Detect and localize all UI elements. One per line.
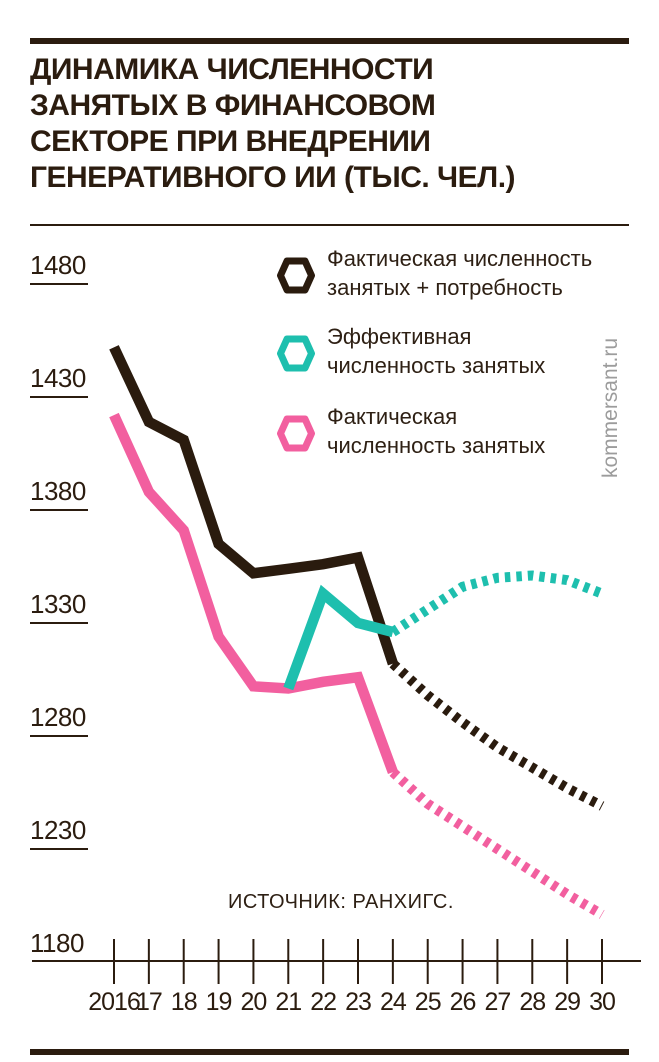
title-line-1: ДИНАМИКА ЧИСЛЕННОСТИ	[30, 53, 434, 86]
legend-item-actual: Фактическая численность занятых	[277, 402, 545, 460]
kommersant-watermark: kommersant.ru	[599, 337, 622, 479]
legend-item-actual-plus-need: Фактическая численность занятых + потреб…	[277, 244, 592, 302]
x-axis-label: 2016	[88, 988, 141, 1016]
y-axis-label: 1330	[30, 589, 86, 619]
title-line-2: ЗАНЯТЫХ В ФИНАНСОВОМ	[30, 89, 436, 122]
x-axis-label: 26	[449, 988, 477, 1016]
legend-label-line: Фактическая	[327, 404, 458, 429]
title-line-4: ГЕНЕРАТИВНОГО ИИ (ТЫС. ЧЕЛ.)	[30, 161, 516, 194]
page-title: ДИНАМИКА ЧИСЛЕННОСТИ ЗАНЯТЫХ В ФИНАНСОВО…	[30, 52, 630, 196]
top-rule	[30, 38, 629, 44]
y-axis-label: 1430	[30, 363, 86, 393]
source-credit: ИСТОЧНИК: РАНХИГС.	[228, 891, 454, 913]
x-axis-label: 27	[484, 988, 512, 1016]
x-axis-label: 23	[345, 988, 372, 1016]
series-forecast-dashed-line	[389, 659, 605, 811]
title-divider	[30, 224, 629, 226]
x-axis-label: 30	[589, 988, 616, 1016]
y-axis-label: 1280	[30, 702, 86, 732]
y-axis-label: 1230	[30, 815, 86, 845]
series-forecast-dashed-line	[390, 570, 604, 637]
x-axis-label: 18	[170, 988, 198, 1016]
x-axis-label: 22	[310, 988, 337, 1016]
series-solid-line	[109, 412, 398, 775]
legend-label: Фактическая численность занятых + потреб…	[327, 244, 592, 302]
series-forecast-dashed-line	[389, 768, 605, 919]
series-solid-line	[109, 345, 398, 666]
y-axis-tick-rule	[30, 848, 88, 850]
hexagon-marker-dark-icon	[277, 257, 315, 294]
x-axis-label: 19	[205, 988, 233, 1016]
series-solid-line	[283, 584, 395, 691]
x-axis-label: 25	[414, 988, 442, 1016]
legend-label-line: занятых + потребность	[327, 275, 563, 300]
x-axis-label: 21	[275, 988, 302, 1016]
title-line-3: СЕКТОРЕ ПРИ ВНЕДРЕНИИ	[30, 125, 431, 158]
legend-label-line: численность занятых	[327, 353, 546, 378]
y-axis-label: 1480	[30, 250, 86, 280]
y-axis-tick-rule	[30, 283, 88, 285]
legend-label: Фактическая численность занятых	[327, 402, 545, 460]
bottom-rule	[30, 1049, 629, 1055]
hexagon-marker-pink-icon	[277, 415, 315, 452]
x-axis-label: 28	[519, 988, 546, 1016]
y-axis-tick-rule	[30, 509, 88, 511]
y-axis-tick-rule	[30, 622, 88, 624]
x-axis-label: 17	[135, 988, 163, 1016]
hexagon-marker-teal-icon	[277, 335, 315, 372]
y-axis-label: 1180	[30, 928, 84, 958]
x-axis-label: 24	[379, 988, 407, 1016]
x-axis-label: 29	[554, 988, 581, 1016]
legend-label: Эффективная численность занятых	[327, 322, 545, 380]
x-axis-label: 20	[240, 988, 268, 1016]
legend-label-line: Фактическая численность	[327, 246, 593, 271]
y-axis-label: 1380	[30, 476, 86, 506]
y-axis-tick-rule	[30, 396, 88, 398]
legend-label-line: численность занятых	[327, 433, 546, 458]
legend-item-effective: Эффективная численность занятых	[277, 322, 545, 380]
legend-label-line: Эффективная	[327, 324, 472, 349]
y-axis-tick-rule	[30, 735, 88, 737]
